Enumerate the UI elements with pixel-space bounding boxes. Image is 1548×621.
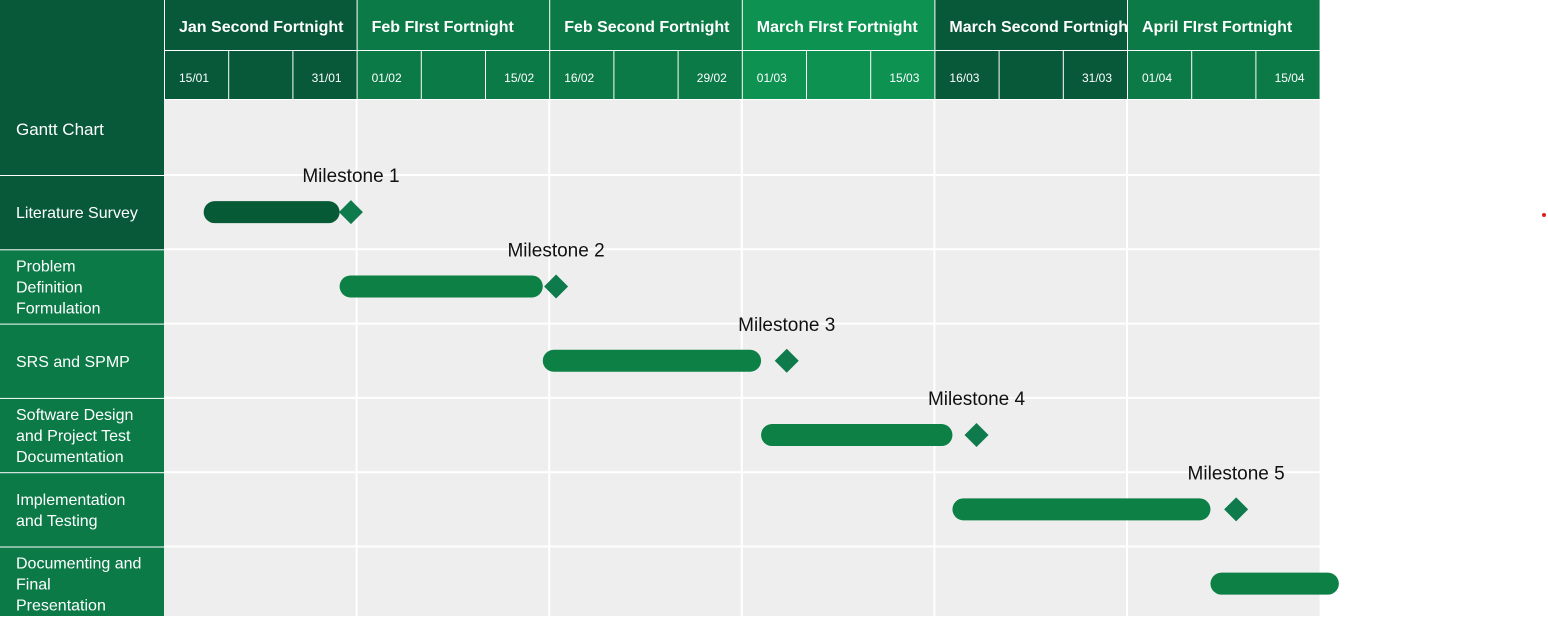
period-label-5: March Second Fortnight <box>949 19 1134 36</box>
date-tick-start-1: 15/01 <box>179 71 209 85</box>
date-tick-start-3: 16/02 <box>564 71 594 85</box>
task-name-6-line-2: Final <box>16 577 51 594</box>
task-name-5-line-2: and Testing <box>16 513 98 530</box>
period-label-2: Feb FIrst Fortnight <box>372 19 515 36</box>
task-label-cell-5 <box>0 473 164 547</box>
chart-title: Gantt Chart <box>16 120 104 139</box>
period-subcell-6-2 <box>1192 51 1256 99</box>
period-subcell-2-2 <box>421 51 485 99</box>
milestone-label-2: Milestone 2 <box>507 240 604 261</box>
milestone-label-3: Milestone 3 <box>738 315 835 336</box>
task-label-cell-4 <box>0 398 164 473</box>
period-subcell-5-1 <box>935 51 999 99</box>
task-name-2-line-3: Formulation <box>16 300 100 317</box>
task-name-4-line-1: Software Design <box>16 407 133 424</box>
task-bar-5 <box>952 498 1211 521</box>
date-tick-start-4: 01/03 <box>757 71 787 85</box>
date-tick-start-5: 16/03 <box>949 71 979 85</box>
task-bar-2 <box>339 275 543 298</box>
task-label-cell-3 <box>0 324 164 398</box>
milestone-label-4: Milestone 4 <box>928 389 1026 410</box>
milestone-diamond-1 <box>338 200 363 225</box>
date-tick-end-6: 15/04 <box>1275 71 1305 85</box>
left-header-cell <box>0 0 164 175</box>
period-subcell-2-3 <box>486 51 550 99</box>
task-bar-6 <box>1210 572 1339 595</box>
period-label-3: Feb Second Fortnight <box>564 19 730 36</box>
period-subcell-4-2 <box>807 51 871 99</box>
task-bar-1 <box>203 201 340 224</box>
period-subcell-5-2 <box>999 51 1063 99</box>
period-subcell-3-2 <box>614 51 678 99</box>
date-tick-end-5: 31/03 <box>1082 71 1112 85</box>
period-header-6 <box>1128 0 1320 50</box>
period-subcell-1-2 <box>229 51 293 99</box>
task-bar-4 <box>761 424 953 447</box>
period-subcell-1-1 <box>165 51 229 99</box>
red-dot-marker <box>1542 213 1546 217</box>
date-tick-end-4: 15/03 <box>889 71 919 85</box>
period-subcell-1-3 <box>293 51 357 99</box>
period-label-4: March FIrst Fortnight <box>757 19 919 36</box>
task-name-3: SRS and SPMP <box>16 354 130 371</box>
task-name-1: Literature Survey <box>16 205 138 222</box>
period-subcell-4-3 <box>871 51 935 99</box>
date-tick-end-2: 15/02 <box>504 71 534 85</box>
date-tick-end-3: 29/02 <box>697 71 727 85</box>
task-name-5-line-1: Implementation <box>16 492 125 509</box>
milestone-diamond-5 <box>1224 497 1249 522</box>
period-subcell-3-1 <box>550 51 614 99</box>
period-header-4 <box>742 0 935 50</box>
task-label-cell-6 <box>0 547 164 621</box>
period-subcell-3-3 <box>678 51 742 99</box>
period-header-1 <box>165 0 357 50</box>
milestone-diamond-4 <box>964 423 989 448</box>
task-name-6-line-3: Presentation <box>16 598 106 615</box>
period-header-3 <box>550 0 742 50</box>
milestone-label-1: Milestone 1 <box>302 166 399 187</box>
task-name-4-line-2: and Project Test <box>16 428 131 445</box>
task-name-2-line-1: Problem <box>16 258 76 275</box>
task-bar-3 <box>542 349 762 372</box>
period-subcell-6-3 <box>1256 51 1320 99</box>
milestone-label-5: Milestone 5 <box>1188 463 1285 484</box>
date-tick-start-6: 01/04 <box>1142 71 1172 85</box>
period-header-2 <box>357 0 550 50</box>
period-subcell-5-3 <box>1063 51 1127 99</box>
task-name-2-line-2: Definition <box>16 279 83 296</box>
milestone-diamond-2 <box>544 274 569 299</box>
task-name-6-line-1: Documenting and <box>16 556 141 573</box>
date-tick-start-2: 01/02 <box>372 71 402 85</box>
period-subcell-6-1 <box>1128 51 1192 99</box>
period-subcell-2-1 <box>357 51 421 99</box>
period-label-6: April FIrst Fortnight <box>1142 19 1293 36</box>
date-tick-end-1: 31/01 <box>312 71 342 85</box>
period-header-5 <box>935 0 1127 50</box>
task-label-cell-2 <box>0 250 164 324</box>
task-label-cell-1 <box>0 176 164 250</box>
milestone-diamond-3 <box>774 348 799 373</box>
period-label-1: Jan Second Fortnight <box>179 19 344 36</box>
period-subcell-4-1 <box>742 51 806 99</box>
task-name-4-line-3: Documentation <box>16 449 124 466</box>
